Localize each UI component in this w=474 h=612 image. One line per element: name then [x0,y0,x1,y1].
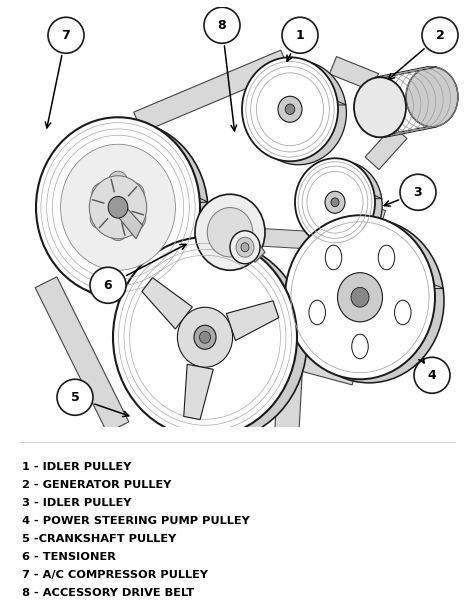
Text: 7: 7 [62,29,70,42]
Ellipse shape [351,288,369,307]
Ellipse shape [352,334,368,359]
Ellipse shape [242,58,338,161]
Ellipse shape [309,300,326,325]
Circle shape [422,17,458,53]
Ellipse shape [230,231,260,264]
Ellipse shape [325,192,345,213]
Text: 4: 4 [428,369,437,382]
Polygon shape [36,198,208,202]
Ellipse shape [325,245,342,270]
Polygon shape [275,373,302,430]
Text: 6 - TENSIONER: 6 - TENSIONER [22,552,116,562]
Text: 2 - GENERATOR PULLEY: 2 - GENERATOR PULLEY [22,480,172,490]
Ellipse shape [394,300,411,325]
Ellipse shape [44,121,208,301]
Polygon shape [184,364,213,420]
Ellipse shape [177,307,233,367]
Ellipse shape [331,198,339,207]
Polygon shape [295,196,382,199]
Ellipse shape [61,144,175,271]
Text: 8 - ACCESSORY DRIVE BELT: 8 - ACCESSORY DRIVE BELT [22,588,194,598]
Ellipse shape [92,183,111,204]
Ellipse shape [285,104,295,114]
Text: 1: 1 [296,29,304,42]
Polygon shape [285,285,444,289]
Polygon shape [375,67,437,77]
Text: 5: 5 [71,390,79,404]
Text: 8: 8 [218,19,226,32]
Ellipse shape [295,159,375,246]
Ellipse shape [90,207,110,229]
Polygon shape [242,102,346,105]
Ellipse shape [194,325,216,349]
Text: 3 - IDLER PULLEY: 3 - IDLER PULLEY [22,498,131,509]
Text: 4 - POWER STEERING PUMP PULLEY: 4 - POWER STEERING PUMP PULLEY [22,517,250,526]
Ellipse shape [302,161,382,249]
Polygon shape [289,346,358,385]
Text: 7 - A/C COMPRESSOR PULLEY: 7 - A/C COMPRESSOR PULLEY [22,570,208,580]
Text: 3: 3 [414,186,422,199]
Ellipse shape [337,273,383,322]
Ellipse shape [108,196,128,218]
Ellipse shape [250,61,346,165]
Polygon shape [365,126,407,170]
Polygon shape [329,56,379,91]
Polygon shape [225,217,265,263]
Text: 2: 2 [436,29,444,42]
Text: 6: 6 [104,278,112,292]
Circle shape [400,174,436,211]
Ellipse shape [278,96,302,122]
Ellipse shape [354,77,406,137]
Polygon shape [375,127,437,137]
Circle shape [90,267,126,304]
Ellipse shape [89,176,146,239]
Ellipse shape [294,219,444,383]
Ellipse shape [123,241,307,441]
Polygon shape [142,278,192,329]
Ellipse shape [113,237,297,437]
Polygon shape [114,203,143,239]
Polygon shape [259,228,330,250]
Polygon shape [134,50,289,132]
Polygon shape [186,214,204,235]
Circle shape [414,357,450,394]
Polygon shape [113,327,307,331]
Text: 5 -CRANKSHAFT PULLEY: 5 -CRANKSHAFT PULLEY [22,534,176,544]
Text: 1 - IDLER PULLEY: 1 - IDLER PULLEY [22,463,131,472]
Ellipse shape [200,331,210,343]
Ellipse shape [125,183,144,204]
Ellipse shape [207,207,253,257]
Circle shape [204,7,240,43]
Ellipse shape [126,207,146,229]
Polygon shape [227,300,279,340]
Circle shape [57,379,93,416]
Ellipse shape [241,243,249,252]
Ellipse shape [236,237,254,257]
Ellipse shape [195,194,265,271]
Ellipse shape [108,171,128,193]
Ellipse shape [406,67,458,127]
Circle shape [282,17,318,53]
Ellipse shape [378,245,395,270]
Polygon shape [35,277,129,433]
Polygon shape [359,204,385,226]
Circle shape [48,17,84,53]
Ellipse shape [108,219,128,241]
Ellipse shape [285,215,435,379]
Ellipse shape [36,118,200,297]
